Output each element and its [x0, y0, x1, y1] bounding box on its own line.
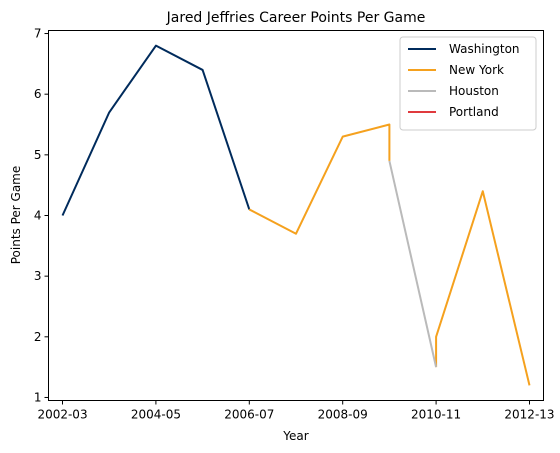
series-line-new-york-1 [248, 123, 391, 235]
y-axis: 1 2 3 4 5 6 7 [34, 27, 49, 404]
legend-label-new-york: New York [449, 63, 504, 77]
y-tick-label: 4 [34, 209, 42, 223]
x-tick-label: 2004-05 [131, 408, 181, 422]
y-tick-label: 3 [34, 269, 42, 283]
y-axis-label: Points Per Game [9, 166, 23, 265]
series-line-washington [61, 44, 251, 216]
chart-title: Jared Jeffries Career Points Per Game [166, 10, 426, 26]
x-axis: 2002-03 2004-05 2006-07 2008-09 2010-11 2012-… [37, 400, 555, 422]
x-tick-label: 2008-09 [318, 408, 368, 422]
y-tick-label: 5 [34, 148, 42, 162]
x-axis-label: Year [282, 429, 308, 443]
x-tick-label: 2002-03 [37, 408, 87, 422]
x-tick-label: 2012-13 [504, 408, 554, 422]
legend-box [399, 36, 537, 131]
legend: Washington New York Houston Portland [399, 36, 537, 131]
legend-label-portland: Portland [449, 105, 499, 119]
x-tick-label: 2006-07 [224, 408, 274, 422]
y-tick-label: 6 [34, 87, 42, 101]
y-tick-label: 1 [34, 390, 42, 404]
series-line-houston [388, 160, 438, 368]
series-line-new-york-2 [435, 190, 531, 386]
y-tick-label: 7 [34, 27, 42, 41]
x-tick-label: 2010-11 [411, 408, 461, 422]
plot-lines [61, 44, 531, 386]
legend-label-washington: Washington [449, 42, 520, 56]
y-tick-label: 2 [34, 330, 42, 344]
legend-label-houston: Houston [449, 84, 499, 98]
